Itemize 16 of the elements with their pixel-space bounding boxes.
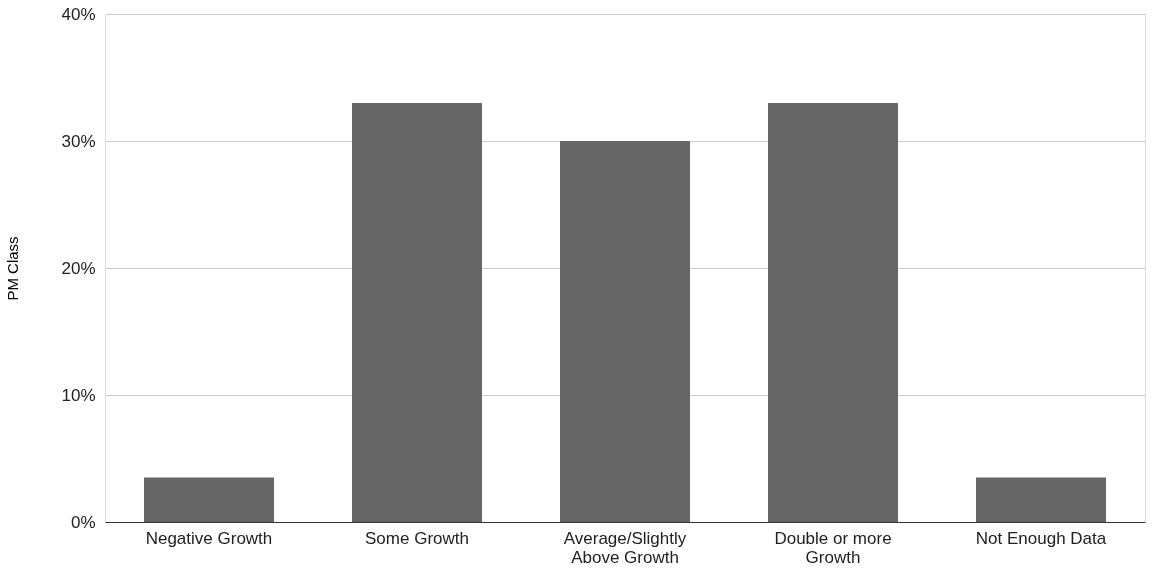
x-tick-label: Average/Slightly Above Growth [563,528,687,567]
bar [352,102,482,522]
bar [768,102,898,522]
bar [560,141,690,522]
y-axis-title: PM Class [4,236,22,301]
bar [976,477,1106,522]
bar [144,477,274,522]
x-tick-label: Double or more Growth [774,528,892,567]
y-tick-label: 0% [70,512,96,532]
y-tick-label: 40% [61,4,96,24]
x-tick-label: Some Growth [365,528,469,548]
y-tick-label: 30% [61,131,96,151]
y-tick-label: 10% [61,385,96,405]
x-tick-label: Negative Growth [145,528,273,548]
x-tick-label: Not Enough Data [975,528,1107,548]
y-tick-label: 20% [61,258,96,278]
